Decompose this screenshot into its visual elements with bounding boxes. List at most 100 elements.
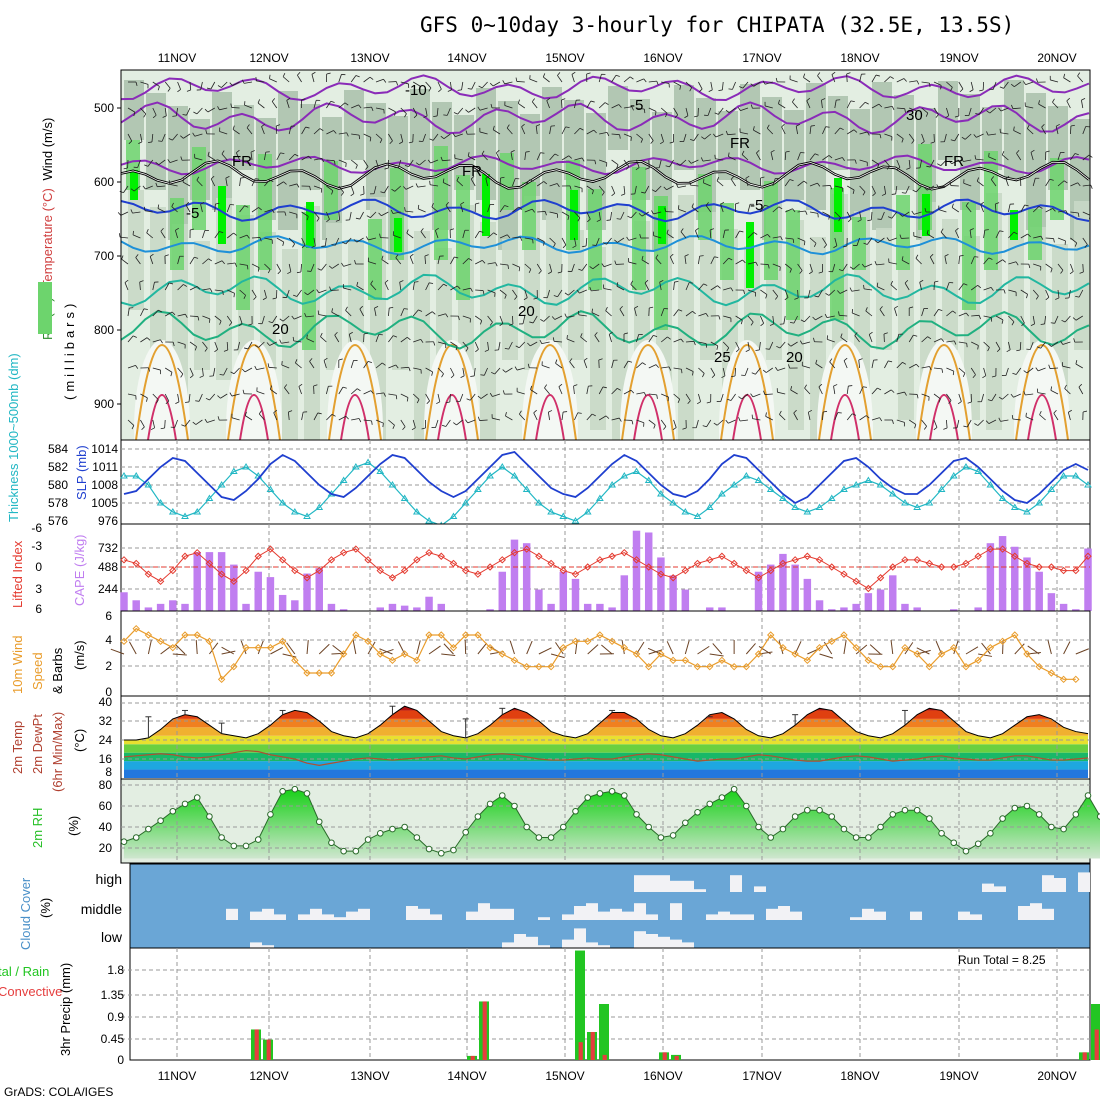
wind-barb xyxy=(394,185,402,192)
wind-barb xyxy=(809,182,818,187)
wind-barb xyxy=(157,208,166,213)
wind-barb-flag xyxy=(234,262,238,267)
wind-barb xyxy=(479,419,488,421)
wind-barb xyxy=(185,204,191,213)
wind-barb xyxy=(184,419,191,427)
contour-label: 20 xyxy=(518,303,535,320)
wind-barb xyxy=(549,237,556,244)
wind-barb xyxy=(1020,289,1028,295)
wind-barb xyxy=(171,206,178,213)
date-label-bottom: 12NOV xyxy=(249,1069,288,1083)
wind-barb-flag xyxy=(404,113,407,118)
wind-barb-flag xyxy=(157,86,160,91)
wind-barb xyxy=(446,107,451,116)
wind-barb-flag xyxy=(305,126,310,129)
cloud-cell xyxy=(586,903,598,920)
wind-barb xyxy=(660,336,668,343)
wind-barb xyxy=(462,341,469,349)
wind-barb xyxy=(223,367,228,376)
wind-barb xyxy=(194,133,203,137)
wind-barb xyxy=(940,159,947,166)
cape-bar xyxy=(339,609,348,611)
wind-barb-flag xyxy=(297,71,301,76)
wind-barb xyxy=(673,282,675,291)
wind-barb-flag xyxy=(901,138,904,143)
wind-barb-flag xyxy=(158,140,163,142)
wind-barb-flag xyxy=(853,129,858,133)
wind-barb xyxy=(470,178,476,187)
wind-barb-flag xyxy=(825,293,830,296)
wind-barb-flag xyxy=(152,114,157,119)
tick-label: 582 xyxy=(48,460,68,474)
thickness-point xyxy=(486,472,494,479)
wind-barb xyxy=(698,313,707,317)
wind-barb-flag xyxy=(333,160,336,165)
wind-barb-flag xyxy=(920,141,925,145)
wind-barb-flag xyxy=(244,205,249,208)
wind-barb xyxy=(790,341,798,347)
wind-barb-flag xyxy=(792,238,795,243)
wind-barb xyxy=(375,334,380,343)
wind-barb-flag xyxy=(1068,409,1072,413)
wind-barb-flag xyxy=(301,244,306,249)
wind-barb xyxy=(483,367,488,376)
wind-barb-flag xyxy=(982,375,987,379)
rh-point xyxy=(1060,825,1067,833)
rh-point xyxy=(340,847,347,855)
wind-barb xyxy=(343,287,352,291)
wind-barb xyxy=(921,133,925,142)
wind-barb-flag xyxy=(359,305,364,310)
wind-barb-flag xyxy=(725,109,730,114)
wind-barb-flag xyxy=(857,219,862,223)
thickness-point xyxy=(351,463,360,470)
li-point xyxy=(876,574,885,582)
wind-barb xyxy=(1025,393,1034,396)
wind-barb xyxy=(591,289,600,292)
precip-conv-bar xyxy=(602,1054,607,1060)
cloud-cell xyxy=(598,945,610,948)
wind-barb xyxy=(306,640,309,655)
wind-barb-flag xyxy=(266,342,270,346)
wind-barb-flag xyxy=(160,339,163,344)
thickness-point xyxy=(742,472,751,479)
rh-band-bright xyxy=(218,186,226,244)
wind-barb xyxy=(809,237,817,244)
rh-band-green xyxy=(324,161,338,220)
wind-barb xyxy=(1008,231,1015,239)
rh-band-green xyxy=(1050,158,1064,220)
wind-barb xyxy=(706,419,712,427)
tick-label: 32 xyxy=(99,714,113,728)
wind-barb xyxy=(752,393,761,398)
wind-barb-flag xyxy=(862,386,867,388)
slp-line xyxy=(123,451,1089,505)
wind-barb xyxy=(966,419,972,428)
wind-barb-flag xyxy=(872,192,876,197)
wind-barb-flag xyxy=(515,77,518,82)
wind-barb-flag xyxy=(1048,364,1051,369)
wind-barb-flag xyxy=(692,371,694,376)
wind-barb-flag xyxy=(937,163,941,167)
wind-barb-flag xyxy=(1064,384,1067,389)
wind-barb-flag xyxy=(655,254,659,259)
thickness-point xyxy=(840,485,848,492)
wind-barb-flag xyxy=(1026,124,1030,129)
wind-barb-flag xyxy=(196,176,200,181)
wind-speed-point xyxy=(1011,631,1019,639)
wind-barb xyxy=(1075,363,1084,369)
wind-barb-flag xyxy=(1001,151,1005,156)
wind-barb-flag xyxy=(959,88,964,93)
wind-barb xyxy=(715,133,724,138)
cloud-cell xyxy=(646,875,658,892)
wind-barb-flag xyxy=(393,335,398,338)
wind-barb xyxy=(603,263,612,268)
wind-barb xyxy=(843,360,848,369)
wind-barb xyxy=(628,237,637,241)
wind-barb xyxy=(140,308,145,317)
wind-barb xyxy=(487,262,496,265)
cloud-level-label: middle xyxy=(81,901,122,917)
wind-barb xyxy=(995,315,1004,321)
wind-barb-flag xyxy=(573,384,578,387)
wind-barb xyxy=(468,107,476,113)
li-point xyxy=(474,570,482,578)
